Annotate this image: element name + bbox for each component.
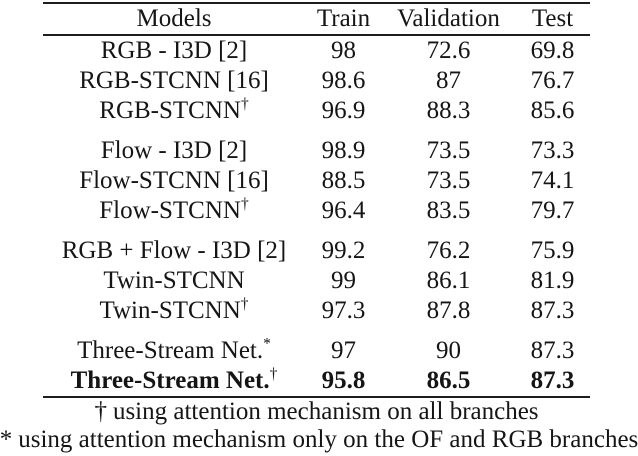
validation-cell: 83.5 [426, 197, 471, 224]
model-cell: RGB-STCNN† [43, 96, 305, 126]
table-row: Flow-STCNN† 96.4 83.5 79.7 [43, 196, 590, 226]
table-header: Models Train Validation Test [43, 3, 590, 35]
model-cell: Flow-STCNN† [43, 196, 305, 226]
test-cell: 69.8 [530, 37, 575, 64]
model-name: RGB-STCNN [99, 97, 241, 124]
train-cell: 98 [331, 37, 356, 64]
test-cell: 73.3 [530, 137, 575, 164]
group-rgb-flow: RGB + Flow - I3D [2] 99.2 76.2 75.9 Twin… [43, 226, 590, 326]
validation-cell: 86.1 [426, 267, 471, 294]
model-name: Twin-STCNN [103, 267, 245, 294]
table-row: Three-Stream Net.* 97 90 87.3 [43, 326, 590, 366]
star-icon: * [0, 426, 13, 453]
model-name: Three-Stream Net. [70, 367, 270, 394]
table-row: Flow - I3D [2] 98.9 73.5 73.3 [43, 126, 590, 166]
validation-cell: 87 [436, 67, 461, 94]
dagger-superscript: † [240, 295, 249, 313]
model-name: Flow-STCNN [99, 197, 241, 224]
model-name: RGB-STCNN [16] [79, 67, 269, 94]
model-name: RGB - I3D [2] [100, 37, 248, 64]
table-row: Twin-STCNN† 97.3 87.8 87.3 [43, 296, 590, 326]
table-row: RGB-STCNN [16] 98.6 87 76.7 [43, 66, 590, 96]
model-name: Twin-STCNN [99, 297, 241, 324]
model-name: Flow - I3D [2] [100, 137, 248, 164]
train-cell: 96.9 [321, 97, 366, 124]
train-cell: 88.5 [321, 167, 366, 194]
model-cell: Twin-STCNN [43, 266, 305, 296]
model-name: RGB + Flow - I3D [2] [61, 237, 287, 264]
results-table-container: Models Train Validation Test RGB - I3D [… [43, 2, 590, 398]
validation-cell: 88.3 [426, 97, 471, 124]
table-row: RGB-STCNN† 96.9 88.3 85.6 [43, 96, 590, 126]
table-row: Twin-STCNN 99 86.1 81.9 [43, 266, 590, 296]
train-cell: 95.8 [321, 367, 366, 394]
footnote-dagger-text: using attention mechanism on all branche… [112, 398, 539, 425]
test-cell: 74.1 [530, 167, 575, 194]
test-cell: 87.3 [530, 337, 575, 364]
dagger-superscript: † [240, 195, 249, 213]
model-cell: Flow - I3D [2] [43, 126, 305, 166]
model-cell: Three-Stream Net.* [43, 326, 305, 366]
table-row: RGB + Flow - I3D [2] 99.2 76.2 75.9 [43, 226, 590, 266]
dagger-superscript: † [240, 95, 249, 113]
group-three-stream: Three-Stream Net.* 97 90 87.3 Three-Stre… [43, 326, 590, 397]
train-cell: 98.9 [321, 137, 366, 164]
results-table: Models Train Validation Test RGB - I3D [… [43, 2, 590, 398]
test-cell: 87.3 [530, 297, 575, 324]
validation-cell: 87.8 [426, 297, 471, 324]
test-cell: 75.9 [530, 237, 575, 264]
test-cell: 76.7 [530, 67, 575, 94]
model-cell: RGB-STCNN [16] [43, 66, 305, 96]
column-header-train: Train [316, 5, 371, 32]
model-cell: RGB + Flow - I3D [2] [43, 226, 305, 266]
test-cell: 79.7 [530, 197, 575, 224]
model-cell: RGB - I3D [2] [43, 35, 305, 66]
validation-cell: 90 [436, 337, 461, 364]
model-name: Three-Stream Net. [77, 337, 264, 364]
column-header-models: Models [136, 5, 212, 32]
train-cell: 97.3 [321, 297, 366, 324]
train-cell: 97 [331, 337, 356, 364]
footnote-dagger: † using attention mechanism on all branch… [43, 398, 590, 426]
test-cell: 85.6 [530, 97, 575, 124]
test-cell: 81.9 [530, 267, 575, 294]
train-cell: 99 [331, 267, 356, 294]
model-cell: Flow-STCNN [16] [43, 166, 305, 196]
star-superscript: * [263, 335, 271, 353]
train-cell: 99.2 [321, 237, 366, 264]
test-cell: 87.3 [530, 367, 575, 394]
validation-cell: 73.5 [426, 167, 471, 194]
group-rgb: RGB - I3D [2] 98 72.6 69.8 RGB-STCNN [16… [43, 35, 590, 126]
footnote-star: * using attention mechanism only on the O… [0, 426, 638, 454]
model-cell: Three-Stream Net.† [43, 366, 305, 397]
validation-cell: 73.5 [426, 137, 471, 164]
dagger-icon: † [94, 398, 107, 425]
model-name: Flow-STCNN [16] [79, 167, 269, 194]
validation-cell: 86.5 [426, 367, 471, 394]
validation-cell: 76.2 [426, 237, 471, 264]
train-cell: 96.4 [321, 197, 366, 224]
table-row: Flow-STCNN [16] 88.5 73.5 74.1 [43, 166, 590, 196]
column-header-test: Test [531, 5, 574, 32]
header-row: Models Train Validation Test [43, 3, 590, 35]
column-header-validation: Validation [397, 5, 500, 32]
model-cell: Twin-STCNN† [43, 296, 305, 326]
group-flow: Flow - I3D [2] 98.9 73.5 73.3 Flow-STCNN… [43, 126, 590, 226]
validation-cell: 72.6 [426, 37, 471, 64]
table-row: RGB - I3D [2] 98 72.6 69.8 [43, 35, 590, 66]
footnote-star-text: using attention mechanism only on the OF… [18, 426, 638, 453]
table-row-highlighted: Three-Stream Net.† 95.8 86.5 87.3 [43, 366, 590, 397]
train-cell: 98.6 [321, 67, 366, 94]
dagger-superscript: † [269, 365, 278, 383]
